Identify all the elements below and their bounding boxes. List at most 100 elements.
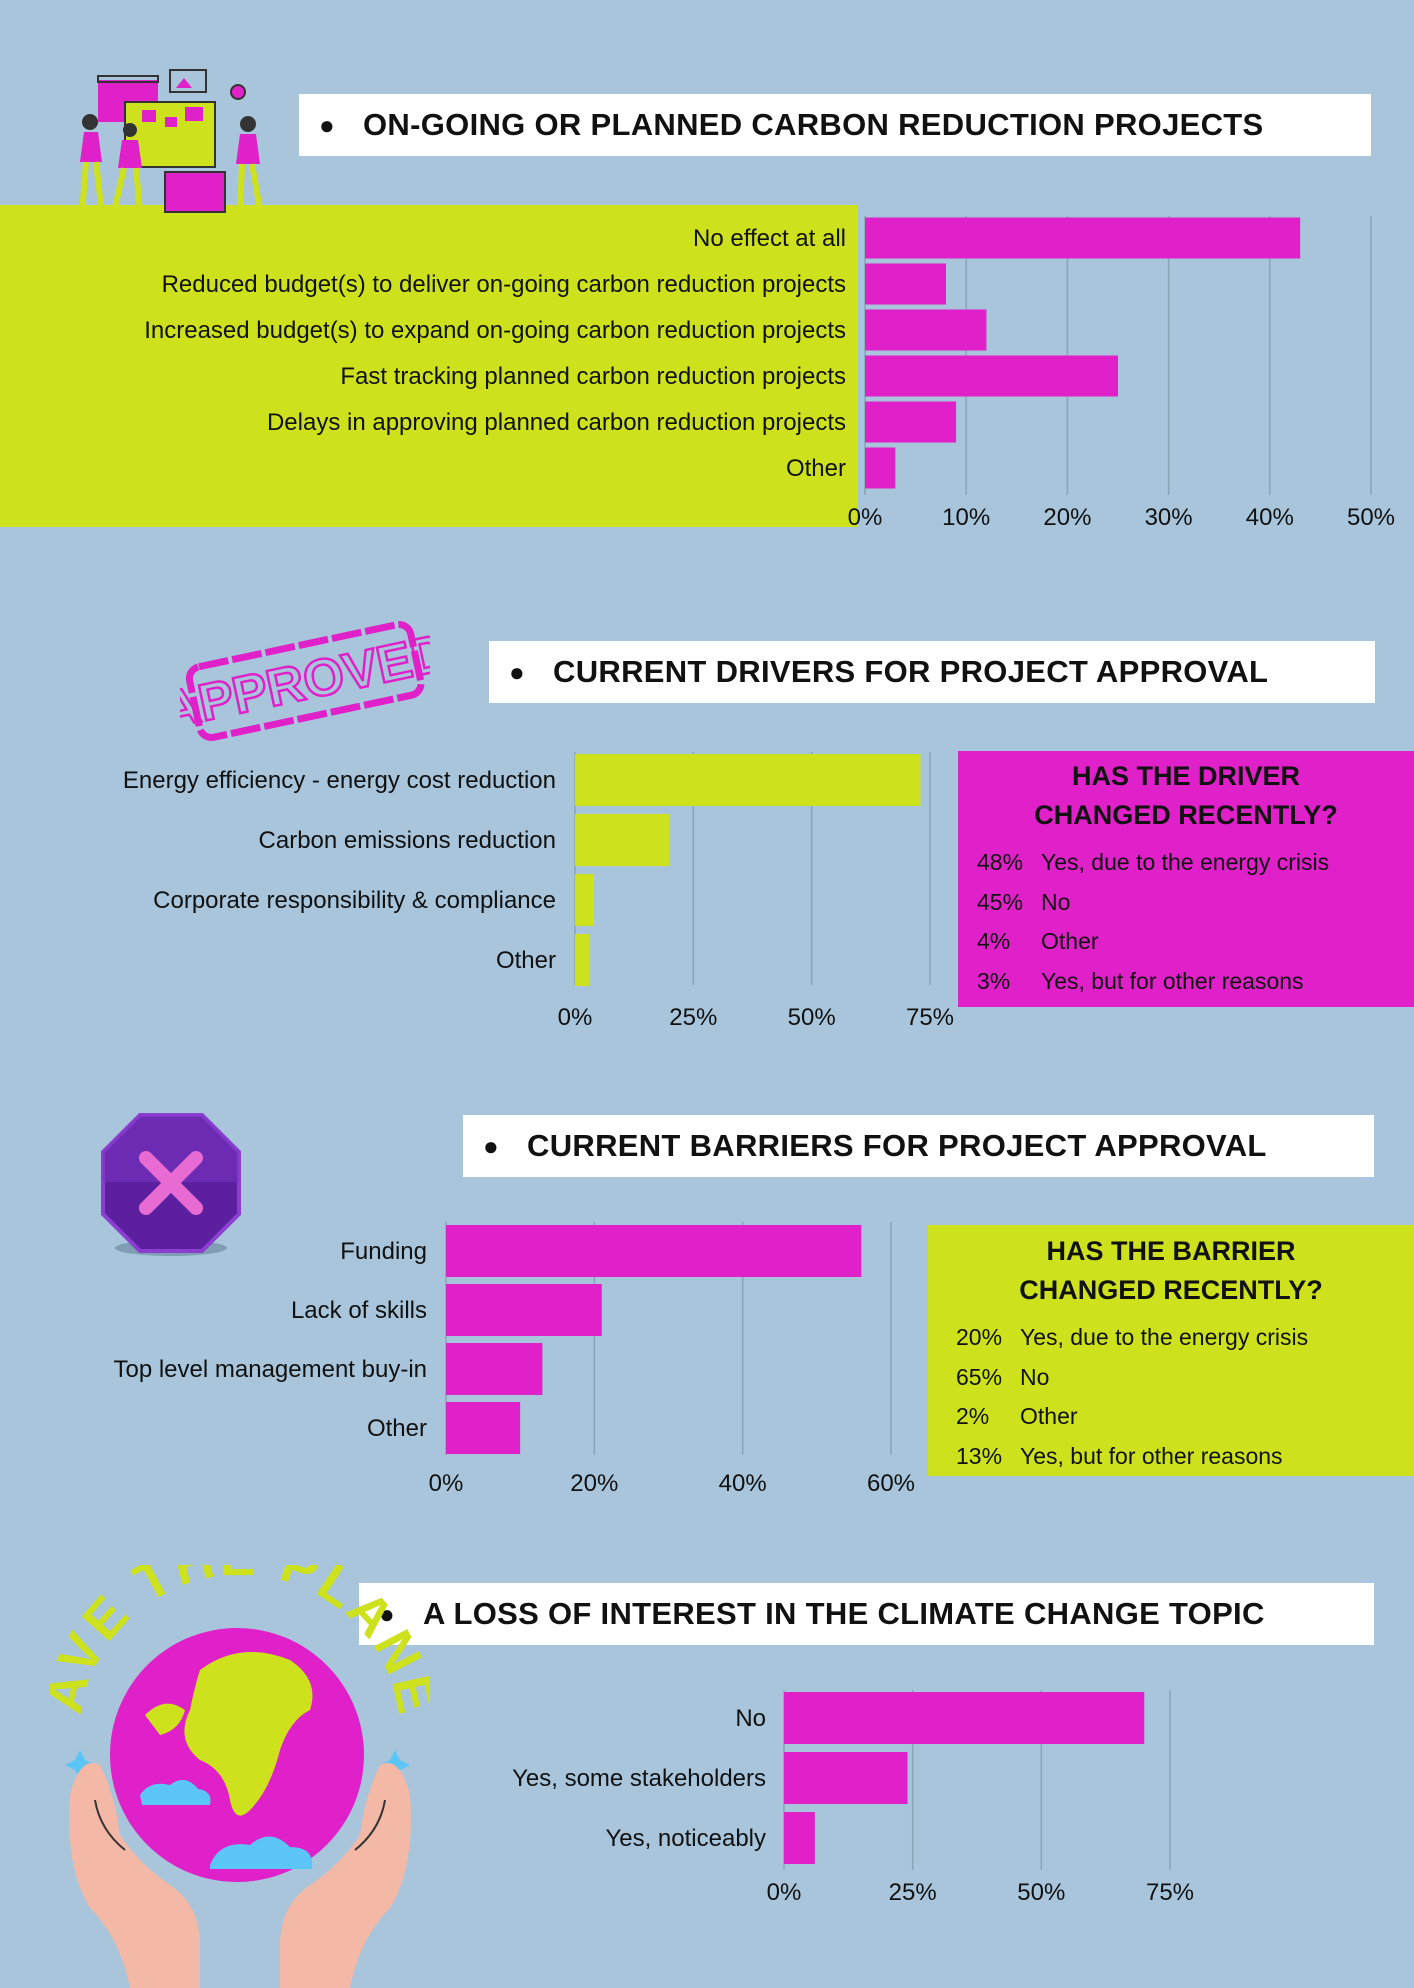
interest-bar — [784, 1752, 908, 1804]
driver-change-heading-line1: HAS THE DRIVER — [1071, 761, 1301, 791]
list-item: 13% Yes, but for other reasons — [956, 1437, 1414, 1477]
barrier-tick-label: 0% — [429, 1470, 464, 1497]
driver-bar — [575, 754, 921, 806]
carbon-category-label: Reduced budget(s) to deliver on-going ca… — [162, 271, 846, 298]
list-item: 45% No — [977, 883, 1414, 923]
carbon-category-label: No effect at all — [693, 225, 846, 252]
carbon-label-panel — [0, 205, 858, 527]
bullet-icon: ● — [483, 1130, 500, 1161]
bullet-icon: ● — [319, 109, 336, 140]
section-title-drivers: ● CURRENT DRIVERS FOR PROJECT APPROVAL — [489, 641, 1375, 703]
driver-category-label: Other — [496, 947, 556, 974]
barrier-bar — [446, 1343, 543, 1395]
barrier-tick-label: 40% — [719, 1470, 767, 1497]
carbon-category-label: Other — [786, 455, 846, 482]
carbon-category-label: Delays in approving planned carbon reduc… — [267, 409, 846, 436]
barrier-change-box: HAS THE BARRIER CHANGED RECENTLY? 20% Yes… — [928, 1225, 1414, 1476]
list-item: 2% Other — [956, 1397, 1414, 1437]
carbon-bar — [865, 401, 957, 443]
section-title-barriers: ● CURRENT BARRIERS FOR PROJECT APPROVAL — [463, 1115, 1374, 1177]
driver-tick-label: 0% — [558, 1004, 593, 1031]
driver-tick-label: 75% — [906, 1004, 954, 1031]
driver-tick-label: 25% — [669, 1004, 717, 1031]
driver-change-heading-line2: CHANGED RECENTLY? — [1034, 800, 1338, 830]
barrier-bar — [446, 1284, 602, 1336]
interest-tick-label: 50% — [1017, 1879, 1065, 1906]
team-illustration-icon — [79, 69, 263, 215]
item-pct: 3% — [977, 967, 1011, 994]
carbon-tick-label: 30% — [1145, 504, 1193, 531]
carbon-tick-label: 50% — [1347, 504, 1395, 531]
section-title-drivers-text: CURRENT DRIVERS FOR PROJECT APPROVAL — [553, 654, 1269, 689]
item-label: Yes, due to the energy crisis — [1041, 849, 1330, 875]
driver-category-label: Energy efficiency - energy cost reductio… — [123, 767, 556, 794]
carbon-tick-label: 40% — [1246, 504, 1294, 531]
barrier-category-label: Top level management buy-in — [113, 1356, 427, 1383]
barrier-bar — [446, 1402, 521, 1454]
interest-category-label: Yes, noticeably — [605, 1825, 766, 1852]
carbon-category-label: Increased budget(s) to expand on-going c… — [144, 317, 846, 344]
interest-bar — [784, 1692, 1145, 1744]
item-pct: 48% — [977, 849, 1024, 875]
driver-change-box: HAS THE DRIVER CHANGED RECENTLY? 48% Yes,… — [958, 751, 1414, 1007]
item-label: Yes, but for other reasons — [1041, 967, 1304, 994]
item-label: Other — [1020, 1403, 1078, 1429]
barrier-category-label: Lack of skills — [291, 1297, 427, 1324]
section-title-carbon-text: ON-GOING OR PLANNED CARBON REDUCTION PRO… — [363, 107, 1264, 142]
list-item: 48% Yes, due to the energy crisis — [977, 843, 1414, 883]
interest-tick-label: 25% — [889, 1879, 937, 1906]
item-pct: 20% — [956, 1324, 1003, 1350]
section-title-carbon: ● ON-GOING OR PLANNED CARBON REDUCTION P… — [299, 94, 1371, 156]
carbon-category-label: Fast tracking planned carbon reduction p… — [340, 363, 846, 390]
item-pct: 45% — [977, 888, 1024, 915]
carbon-bar — [865, 355, 1118, 397]
item-label: Yes, due to the energy crisis — [1020, 1324, 1309, 1350]
carbon-bar — [865, 447, 896, 489]
list-item: 4% Other — [977, 922, 1414, 962]
interest-tick-label: 75% — [1146, 1879, 1194, 1906]
item-pct: 4% — [977, 928, 1011, 954]
carbon-bar — [865, 217, 1301, 259]
interest-bar — [784, 1812, 815, 1864]
carbon-bar — [865, 309, 987, 351]
approved-stamp-icon: APPROVED — [180, 621, 430, 742]
interest-category-label: Yes, some stakeholders — [512, 1765, 766, 1792]
driver-bar — [575, 874, 594, 926]
barrier-change-heading-line2: CHANGED RECENTLY? — [1019, 1275, 1323, 1305]
barrier-bar — [446, 1225, 862, 1277]
item-label: Other — [1041, 928, 1099, 954]
save-the-planet-icon: SAVE THE PLANET — [50, 1565, 430, 1988]
driver-tick-label: 50% — [788, 1004, 836, 1031]
interest-category-label: No — [735, 1705, 766, 1732]
driver-bar — [575, 934, 590, 986]
driver-category-label: Carbon emissions reduction — [259, 827, 556, 854]
barrier-change-heading-line1: HAS THE BARRIER — [1046, 1236, 1296, 1266]
item-label: Yes, but for other reasons — [1020, 1442, 1283, 1469]
carbon-tick-label: 0% — [848, 504, 883, 531]
barrier-tick-label: 20% — [570, 1470, 618, 1497]
item-label: No — [1041, 888, 1071, 915]
carbon-tick-label: 20% — [1043, 504, 1091, 531]
bullet-icon: ● — [509, 656, 526, 687]
bullet-icon: ● — [379, 1598, 396, 1629]
item-pct: 13% — [956, 1442, 1003, 1469]
driver-bar — [575, 814, 670, 866]
section-title-barriers-text: CURRENT BARRIERS FOR PROJECT APPROVAL — [527, 1128, 1267, 1163]
carbon-tick-label: 10% — [942, 504, 990, 531]
barrier-category-label: Other — [367, 1415, 427, 1442]
section-title-interest-text: A LOSS OF INTEREST IN THE CLIMATE CHANGE… — [423, 1596, 1265, 1631]
list-item: 3% Yes, but for other reasons — [977, 962, 1414, 1002]
barrier-tick-label: 60% — [867, 1470, 915, 1497]
barrier-category-label: Funding — [340, 1238, 427, 1265]
carbon-bar — [865, 263, 946, 305]
stop-x-icon — [101, 1113, 241, 1256]
item-pct: 2% — [956, 1403, 990, 1429]
section-title-interest: ● A LOSS OF INTEREST IN THE CLIMATE CHAN… — [359, 1583, 1374, 1645]
list-item: 20% Yes, due to the energy crisis — [956, 1318, 1414, 1358]
driver-category-label: Corporate responsibility & compliance — [153, 887, 556, 914]
interest-tick-label: 0% — [767, 1879, 802, 1906]
